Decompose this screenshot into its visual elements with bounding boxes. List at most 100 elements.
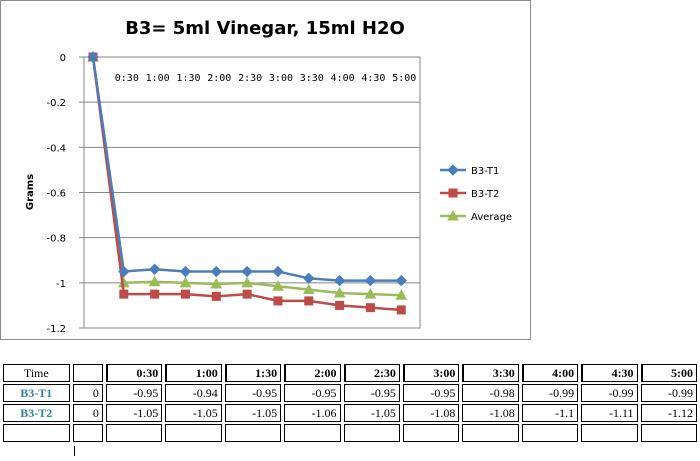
table-row: B3-T2 0 -1.05 -1.05 -1.05 -1.06 -1.05 -1… <box>3 404 697 422</box>
data-point-average <box>148 275 161 287</box>
legend-label: B3-T1 <box>471 166 499 177</box>
table-header-row: Time 0:30 1:00 1:30 2:00 2:30 3:00 3:30 … <box>3 364 697 382</box>
initial-value-cell: 0 <box>72 404 103 422</box>
data-point-b3-t1 <box>118 265 130 278</box>
data-point-b3-t2 <box>180 289 190 299</box>
data-point-b3-t2 <box>119 289 129 299</box>
data-point-b3-t2 <box>150 289 160 299</box>
empty-cell <box>343 424 400 442</box>
series-line-average <box>91 56 402 297</box>
x-tick-label: 3:30 <box>300 73 324 84</box>
chart-title: B3= 5ml Vinegar, 15ml H2O <box>125 18 405 39</box>
time-header-cell: 3:30 <box>462 364 519 382</box>
x-tick-label: 5:00 <box>392 73 416 84</box>
value-cell: -1.05 <box>165 404 222 422</box>
data-point-b3-t1 <box>303 272 315 285</box>
empty-cell <box>581 424 638 442</box>
data-point-average <box>333 286 346 298</box>
y-tick-label: -1.2 <box>46 324 66 335</box>
value-cell: -1.08 <box>462 404 519 422</box>
time-header-cell: 4:00 <box>521 364 579 382</box>
chart-svg: 0 -0.2 -0.4 -0.6 -0.8 -1 -1.2 0:30 1:00 1:30 2:00 2… <box>25 18 512 335</box>
value-cell: -1.12 <box>640 404 697 422</box>
x-tick-label: 2:30 <box>238 73 262 84</box>
time-header-cell: 0:30 <box>105 364 163 382</box>
data-point-b3-t1 <box>272 265 284 278</box>
empty-cell <box>640 424 697 442</box>
legend-marker <box>448 188 458 198</box>
data-point-average <box>179 276 192 288</box>
data-point-b3-t1 <box>333 274 346 287</box>
data-point-average <box>272 280 284 291</box>
y-tick-label: 0 <box>60 53 66 64</box>
data-point-average <box>302 283 315 295</box>
series-line-b3-t1 <box>91 56 402 282</box>
empty-cell <box>72 424 103 442</box>
y-axis-label: Grams <box>25 174 36 210</box>
value-cell: -1.05 <box>105 404 163 422</box>
data-point-average <box>395 289 408 300</box>
empty-cell <box>462 424 519 442</box>
data-point-b3-t1 <box>241 265 253 278</box>
value-cell: -1.08 <box>402 404 460 422</box>
x-tick-label: 3:00 <box>269 73 293 84</box>
time-header: Time <box>3 364 70 382</box>
x-tick-label: 0:30 <box>115 73 139 84</box>
data-point-b3-t1 <box>364 274 377 287</box>
value-cell: -1.1 <box>521 404 579 422</box>
empty-cell <box>3 424 70 442</box>
empty-cell <box>105 424 163 442</box>
time-header-cell: 1:30 <box>224 364 282 382</box>
value-cell: -0.99 <box>521 384 579 402</box>
value-cell: -1.11 <box>581 404 638 422</box>
y-tick-label: -0.6 <box>46 189 66 200</box>
value-cell: -0.95 <box>284 384 341 402</box>
empty-cell <box>402 424 460 442</box>
data-point-b3-t2 <box>211 291 221 301</box>
value-cell: -0.98 <box>462 384 519 402</box>
data-point-b3-t1 <box>87 51 99 63</box>
y-tick-label: -0.4 <box>46 143 66 154</box>
time-header-cell: 2:00 <box>284 364 341 382</box>
empty-cell <box>284 424 341 442</box>
data-point-b3-t2 <box>242 289 252 299</box>
blank-cell <box>72 364 103 382</box>
table-row: B3-T1 0 -0.95 -0.94 -0.95 -0.95 -0.95 -0… <box>3 384 697 402</box>
legend-label: B3-T2 <box>471 189 499 200</box>
x-tick-label: 2:00 <box>207 73 231 84</box>
value-cell: -0.95 <box>402 384 460 402</box>
empty-cell <box>165 424 222 442</box>
data-point-b3-t2 <box>304 296 314 306</box>
value-cell: -0.94 <box>165 384 222 402</box>
series-label-cell: B3-T2 <box>3 404 70 422</box>
table-divider <box>74 446 75 456</box>
time-header-cell: 3:00 <box>402 364 460 382</box>
x-tick-label: 1:00 <box>146 73 170 84</box>
time-header-cell: 1:00 <box>165 364 222 382</box>
time-header-cell: 2:30 <box>343 364 400 382</box>
data-point-average <box>241 276 253 288</box>
value-cell: -0.99 <box>640 384 697 402</box>
data-point-b3-t2 <box>396 305 406 315</box>
value-cell: -1.05 <box>343 404 400 422</box>
data-point-average <box>364 288 377 299</box>
initial-value-cell: 0 <box>72 384 103 402</box>
value-cell: -1.05 <box>224 404 282 422</box>
data-point-average <box>210 277 223 289</box>
x-tick-label: 4:00 <box>331 73 355 84</box>
data-point-b3-t1 <box>395 274 407 287</box>
data-table: Time 0:30 1:00 1:30 2:00 2:30 3:00 3:30 … <box>0 362 700 444</box>
time-header-cell: 5:00 <box>640 364 697 382</box>
value-cell: -0.99 <box>581 384 638 402</box>
y-tick-label: -0.8 <box>46 234 66 245</box>
data-point-b3-t2 <box>335 300 345 310</box>
empty-cell <box>521 424 579 442</box>
time-header-cell: 4:30 <box>581 364 638 382</box>
x-tick-label: 1:30 <box>176 73 200 84</box>
value-cell: -0.95 <box>105 384 163 402</box>
series-label-cell: B3-T1 <box>3 384 70 402</box>
y-tick-label: -1 <box>56 279 66 290</box>
legend-label: Average <box>471 212 512 223</box>
value-cell: -0.95 <box>343 384 400 402</box>
value-cell: -1.06 <box>284 404 341 422</box>
